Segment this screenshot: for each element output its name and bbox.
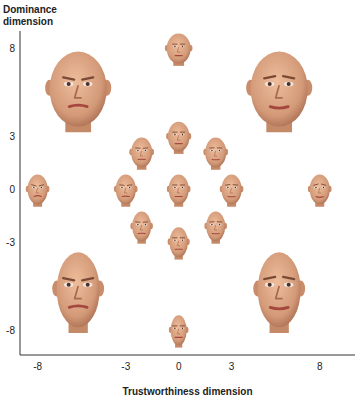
y-tick-label: -3 (6, 237, 15, 248)
face-marker (114, 174, 138, 206)
plot-area (26, 34, 332, 348)
face-marker (253, 252, 305, 333)
y-tick-label: 3 (9, 131, 15, 142)
x-tick-label: -3 (121, 361, 130, 372)
face-marker (129, 138, 154, 170)
y-tick-label: -8 (6, 325, 15, 336)
y-axis-title: Dominancedimension (3, 4, 57, 27)
face-marker (203, 138, 228, 170)
y-tick-label: 8 (9, 43, 15, 54)
face-marker (246, 52, 312, 133)
x-tick-label: 8 (317, 361, 323, 372)
x-tick-label: 3 (229, 361, 235, 372)
face-marker (308, 174, 332, 206)
x-tick-label: 0 (176, 361, 182, 372)
y-axis (20, 31, 21, 355)
x-tick-label: -8 (33, 361, 42, 372)
face-marker (167, 174, 191, 206)
x-axis (20, 355, 355, 356)
face-marker (45, 52, 111, 133)
face-marker (169, 315, 189, 347)
face-marker (165, 34, 193, 66)
face-marker (220, 174, 244, 206)
face-marker (166, 122, 191, 154)
chart: Dominancedimension Trustworthiness dimens… (0, 0, 359, 405)
y-tick-label: 0 (9, 184, 15, 195)
x-axis-title: Trustworthiness dimension (122, 386, 252, 397)
face-marker (168, 227, 190, 259)
face-marker (52, 252, 104, 333)
face-marker (130, 211, 153, 243)
face-marker (204, 211, 227, 243)
face-marker (26, 174, 50, 206)
